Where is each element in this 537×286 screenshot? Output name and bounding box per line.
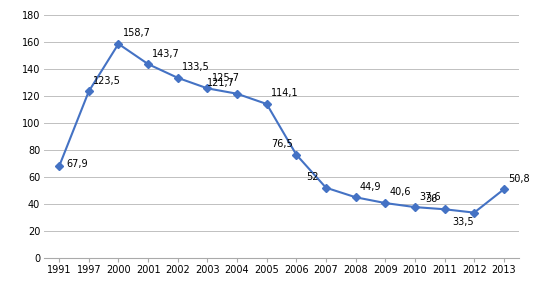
- Text: 76,5: 76,5: [271, 139, 293, 149]
- Text: 125,7: 125,7: [212, 73, 240, 83]
- Text: 67,9: 67,9: [66, 159, 88, 169]
- Text: 114,1: 114,1: [271, 88, 299, 98]
- Text: 143,7: 143,7: [153, 49, 180, 59]
- Text: 33,5: 33,5: [452, 217, 474, 227]
- Text: 37,6: 37,6: [419, 192, 441, 202]
- Text: 50,8: 50,8: [508, 174, 529, 184]
- Text: 40,6: 40,6: [389, 188, 411, 198]
- Text: 123,5: 123,5: [93, 76, 121, 86]
- Text: 36: 36: [425, 194, 437, 204]
- Text: 133,5: 133,5: [182, 62, 209, 72]
- Text: 52: 52: [307, 172, 319, 182]
- Text: 121,7: 121,7: [206, 78, 234, 88]
- Text: 158,7: 158,7: [122, 28, 150, 38]
- Text: 44,9: 44,9: [360, 182, 381, 192]
